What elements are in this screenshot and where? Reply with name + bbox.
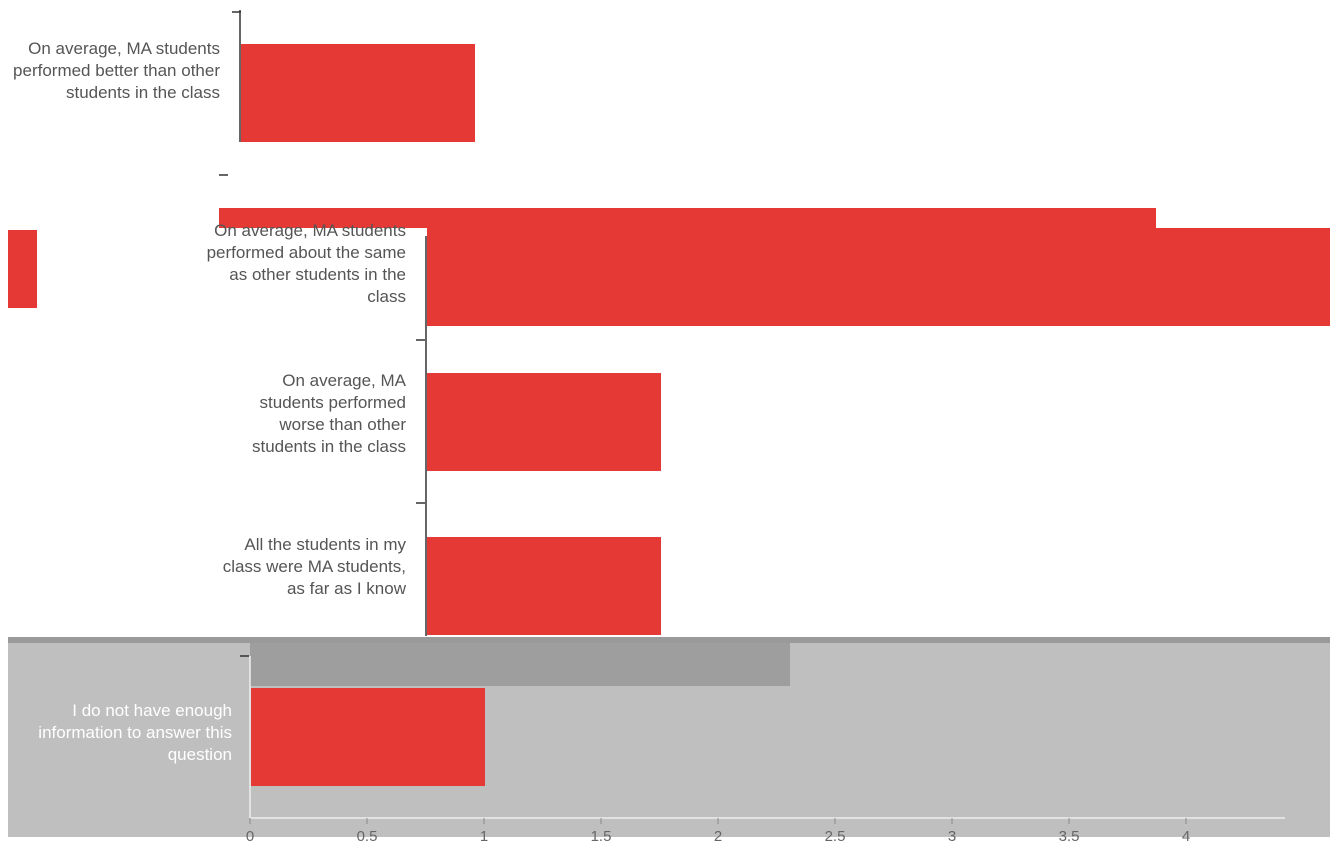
- category-label-2: On average, MA students performed about …: [206, 221, 406, 306]
- gray-overlay-line: [8, 637, 1330, 643]
- bar-3: [427, 373, 661, 471]
- x-tick-label-4: 1.5: [590, 828, 612, 845]
- x-tick-label-6: 2.5: [824, 828, 846, 845]
- bar-4: [427, 537, 661, 635]
- x-tick-label-7: 3: [947, 828, 957, 845]
- category-label-3: On average, MA students performed worse …: [251, 371, 406, 456]
- x-tick-label-1: 0: [245, 828, 255, 845]
- x-tick-label-3: 1: [479, 828, 489, 845]
- x-tick-label-8: 3.5: [1058, 828, 1080, 845]
- bar-fragment-top: [219, 208, 1156, 228]
- x-tick-label-9: 4: [1181, 828, 1191, 845]
- category-label-4: All the students in my class were MA stu…: [222, 535, 406, 598]
- bar-5: [251, 688, 485, 786]
- bar-2: [427, 228, 1330, 326]
- gray-overlay-strip: [250, 640, 790, 686]
- category-label-1: On average, MA students performed better…: [13, 39, 220, 102]
- bar-1: [241, 44, 475, 142]
- x-tick-label-2: 0.5: [356, 828, 378, 845]
- bar-fragment: [8, 230, 37, 308]
- category-label-5: I do not have enough information to answ…: [38, 701, 232, 764]
- x-tick-label-5: 2: [713, 828, 723, 845]
